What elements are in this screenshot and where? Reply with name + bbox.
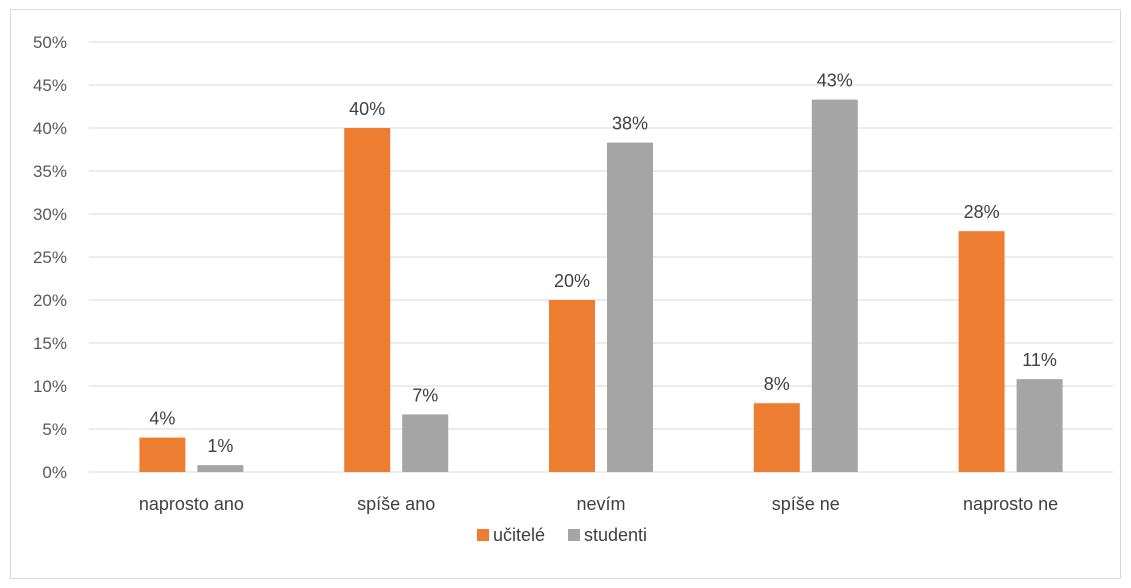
bar-studenti: [1016, 379, 1063, 472]
y-tick-label: 0%: [42, 463, 67, 482]
bar-ucitele: [958, 231, 1005, 472]
y-tick-label: 30%: [33, 205, 67, 224]
bars: [139, 99, 1063, 473]
x-category-label: naprosto ano: [139, 494, 244, 514]
legend-swatch: [477, 529, 489, 541]
bar-studenti: [197, 465, 244, 472]
data-label: 28%: [964, 202, 1000, 222]
y-tick-label: 50%: [33, 33, 67, 52]
data-label: 7%: [412, 385, 438, 405]
y-tick-label: 20%: [33, 291, 67, 310]
data-label: 20%: [554, 271, 590, 291]
gridlines: [89, 41, 1113, 473]
y-tick-label: 5%: [42, 420, 67, 439]
legend-label: studenti: [584, 525, 647, 545]
y-tick-label: 15%: [33, 334, 67, 353]
x-category-label: nevím: [576, 494, 625, 514]
bar-ucitele: [549, 300, 595, 472]
y-tick-label: 40%: [33, 119, 67, 138]
bar-ucitele: [753, 403, 800, 472]
y-axis-ticks: 0% 5% 10% 15% 20% 25% 30% 35% 40% 45% 50%: [33, 33, 67, 482]
legend-label: učitelé: [493, 525, 545, 545]
bar-ucitele: [344, 128, 391, 472]
data-label: 11%: [1022, 350, 1057, 370]
y-tick-label: 45%: [33, 76, 67, 95]
data-labels: 4% 1% 40% 7% 20% 38% 8% 43% 28% 11%: [149, 71, 1057, 456]
data-label: 40%: [349, 99, 385, 119]
legend: učitelé studenti: [477, 525, 647, 545]
y-tick-label: 35%: [33, 162, 67, 181]
data-label: 8%: [764, 374, 790, 394]
chart-frame: 0% 5% 10% 15% 20% 25% 30% 35% 40% 45% 50% 4% 1% 40% 7…: [10, 9, 1121, 579]
bar-studenti: [607, 142, 653, 472]
legend-swatch: [568, 529, 580, 541]
x-axis-categories: naprosto ano spíše ano nevím spíše ne napros…: [139, 494, 1058, 514]
y-tick-label: 25%: [33, 248, 67, 267]
data-label: 43%: [817, 71, 853, 91]
bar-ucitele: [139, 437, 186, 472]
bar-studenti: [402, 414, 449, 472]
bar-chart: 0% 5% 10% 15% 20% 25% 30% 35% 40% 45% 50% 4% 1% 40% 7…: [33, 33, 1113, 545]
bar-studenti: [811, 99, 858, 473]
y-tick-label: 10%: [33, 377, 67, 396]
x-category-label: naprosto ne: [963, 494, 1058, 514]
data-label: 38%: [612, 114, 648, 134]
x-category-label: spíše ne: [772, 494, 840, 514]
data-label: 4%: [149, 409, 175, 429]
data-label: 1%: [207, 436, 233, 456]
x-category-label: spíše ano: [357, 494, 435, 514]
